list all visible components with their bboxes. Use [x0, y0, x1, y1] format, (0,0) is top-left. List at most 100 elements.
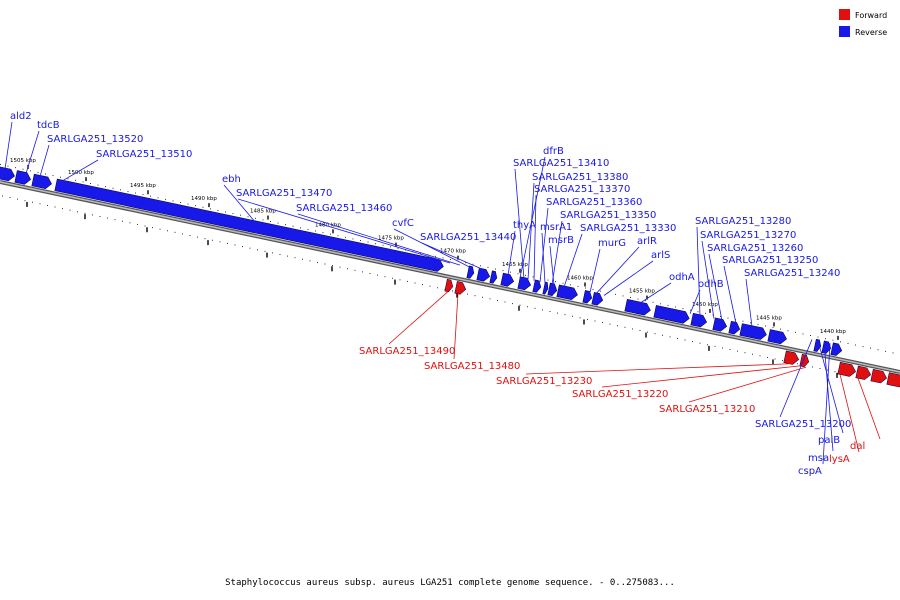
reverse-gene-label: SARLGA251_13360	[546, 197, 642, 208]
kbp-tick-label: 1465 kbp	[502, 262, 528, 268]
tick-dot	[107, 217, 108, 219]
tick-dot	[217, 209, 219, 211]
reverse-label-leader	[563, 233, 583, 288]
reverse-gene-arrow	[466, 265, 475, 279]
kbp-tick-label: 1470 kbp	[440, 249, 466, 255]
tick-dot	[142, 194, 144, 196]
reverse-label-leader	[817, 340, 844, 434]
tick-dot	[172, 200, 174, 202]
tick-dot	[622, 295, 624, 297]
tick-dot	[369, 273, 371, 275]
tick-dot	[534, 307, 536, 309]
tick-dot	[817, 336, 819, 338]
tick-dot	[834, 371, 836, 373]
tick-dot	[82, 181, 84, 183]
tick-dot	[352, 238, 354, 240]
tick-dot	[377, 274, 378, 276]
tick-dot	[225, 211, 226, 213]
tick-dot	[195, 205, 196, 207]
tick-dot	[737, 350, 738, 352]
tick-dot	[9, 197, 11, 199]
forward-gene-label: SARLGA251_13480	[424, 361, 520, 372]
tick-dot	[579, 317, 581, 319]
reverse-gene-arrow	[591, 292, 604, 306]
tick-dot	[204, 238, 206, 240]
tick-dot	[840, 341, 841, 343]
kbp-tick-layer: 1505 kbp 1500 kbp 1495 kbp 1490 kbp 1485 kbp…	[10, 158, 846, 378]
tick-dot	[287, 255, 288, 257]
gene-label-layer: ald2 tdcB SARLGA251_13520 SARLGA251_13510eb…	[10, 111, 865, 477]
forward-label-leader	[388, 291, 449, 345]
reverse-gene-label: SARLGA251_13200	[755, 419, 851, 430]
tick-dot	[562, 282, 564, 284]
reverse-gene-label: SARLGA251_13330	[580, 223, 676, 234]
tick-dot	[774, 358, 776, 360]
tick-dot	[257, 249, 258, 251]
reverse-gene-label: SARLGA251_13260	[707, 243, 803, 254]
kbp-tick-label: 1450 kbp	[692, 302, 718, 308]
tick-dot	[105, 186, 106, 188]
tick-dot	[825, 338, 826, 340]
tick-dot	[174, 231, 176, 233]
tick-dot	[384, 276, 386, 278]
tick-dot	[482, 296, 483, 298]
tick-dot	[497, 299, 498, 301]
tick-dot	[802, 333, 804, 335]
reverse-gene-label: arlS	[651, 250, 670, 261]
tick-dot	[472, 263, 474, 265]
tick-dot	[564, 314, 566, 316]
tick-dot	[317, 261, 318, 263]
tick-dot	[339, 266, 341, 268]
tick-dot	[487, 266, 489, 268]
tick-dot	[654, 333, 656, 335]
tick-dot	[660, 303, 661, 305]
reverse-gene-label: SARLGA251_13460	[296, 203, 392, 214]
tick-dot	[662, 334, 663, 336]
tick-dot	[652, 301, 654, 303]
tick-dot	[219, 241, 221, 243]
tick-dot	[699, 342, 701, 344]
forward-label-leader	[601, 365, 801, 388]
tick-dot	[594, 320, 596, 322]
kbp-tick-label: 1445 kbp	[756, 315, 782, 321]
reverse-label-leader	[237, 198, 451, 264]
reverse-gene-label: SARLGA251_13380	[532, 172, 628, 183]
tick-dot	[45, 173, 46, 175]
tick-dot	[187, 203, 189, 205]
reverse-gene-label: SARLGA251_13510	[96, 149, 192, 160]
reverse-gene-arrow	[712, 317, 728, 332]
tick-dot	[797, 363, 798, 365]
tick-dot	[332, 265, 333, 267]
reverse-label-leader	[551, 220, 563, 285]
tick-dot	[60, 176, 61, 178]
reverse-label-leader	[779, 339, 813, 418]
reverse-label-leader	[589, 248, 601, 293]
tick-dot	[617, 325, 618, 327]
tick-dot	[399, 279, 401, 281]
tick-dot	[819, 368, 821, 370]
reverse-label-leader	[541, 232, 546, 284]
tick-dot	[855, 344, 856, 346]
tick-dot	[62, 208, 63, 210]
tick-dot	[525, 274, 526, 276]
tick-dot	[615, 293, 616, 295]
kbp-tick-label: 1500 kbp	[68, 170, 94, 176]
forward-label-leader	[453, 293, 459, 360]
tick-dot	[7, 165, 9, 167]
tick-dot	[682, 308, 684, 310]
tick-dot	[234, 244, 236, 246]
tick-dot	[519, 304, 521, 306]
tick-dot	[99, 216, 101, 218]
tick-dot	[309, 260, 311, 262]
reverse-gene-label: tdcB	[37, 120, 60, 131]
tick-dot	[532, 276, 534, 278]
tick-dot	[420, 252, 421, 254]
tick-dot	[247, 216, 249, 218]
tick-dot	[360, 240, 361, 241]
tick-dot	[262, 219, 264, 221]
tick-dot	[92, 214, 93, 216]
tick-dot	[414, 282, 416, 284]
tick-dot	[242, 246, 243, 248]
reverse-label-leader	[421, 242, 486, 271]
reverse-gene-arrow	[624, 298, 651, 316]
